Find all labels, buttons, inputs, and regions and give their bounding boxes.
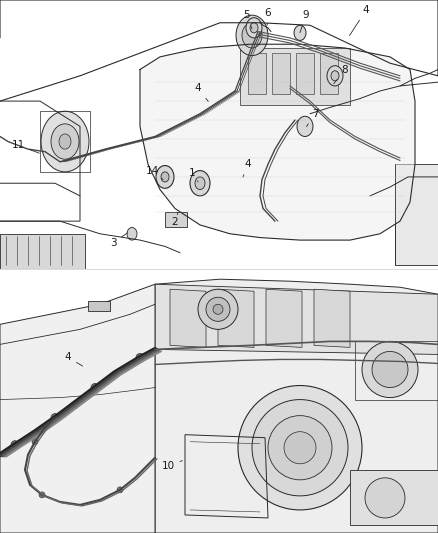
Bar xyxy=(248,53,266,93)
Circle shape xyxy=(268,416,332,480)
Circle shape xyxy=(198,289,238,329)
Bar xyxy=(165,212,187,228)
Bar xyxy=(240,48,350,105)
Circle shape xyxy=(32,439,38,445)
Text: 5: 5 xyxy=(244,10,252,29)
Polygon shape xyxy=(170,289,206,348)
Bar xyxy=(355,342,438,400)
Polygon shape xyxy=(218,289,254,348)
Circle shape xyxy=(331,71,339,81)
Text: 8: 8 xyxy=(334,64,348,84)
Circle shape xyxy=(127,228,137,240)
Bar xyxy=(296,53,314,93)
Circle shape xyxy=(284,432,316,464)
Circle shape xyxy=(39,492,45,498)
Text: 3: 3 xyxy=(110,233,128,248)
Circle shape xyxy=(238,385,362,510)
Text: 6: 6 xyxy=(265,7,271,25)
Circle shape xyxy=(362,342,418,398)
Circle shape xyxy=(11,441,19,449)
Circle shape xyxy=(246,18,262,38)
Circle shape xyxy=(41,111,89,172)
Polygon shape xyxy=(314,289,350,348)
Circle shape xyxy=(250,23,258,33)
Polygon shape xyxy=(266,289,302,348)
Text: 1: 1 xyxy=(189,168,198,182)
Text: 9: 9 xyxy=(300,10,309,33)
Polygon shape xyxy=(155,279,438,533)
Circle shape xyxy=(156,166,174,188)
Bar xyxy=(40,111,90,172)
Circle shape xyxy=(242,23,262,48)
Bar xyxy=(320,53,338,93)
Text: 7: 7 xyxy=(307,109,318,126)
Circle shape xyxy=(117,487,123,493)
Text: 4: 4 xyxy=(194,84,208,101)
Text: 4: 4 xyxy=(350,5,369,36)
Circle shape xyxy=(51,414,59,422)
Polygon shape xyxy=(155,284,438,354)
Bar xyxy=(272,53,290,93)
Circle shape xyxy=(372,351,408,387)
Circle shape xyxy=(365,478,405,518)
Circle shape xyxy=(294,25,306,41)
Bar xyxy=(0,234,85,269)
Text: 2: 2 xyxy=(172,212,178,228)
Circle shape xyxy=(195,177,205,190)
Circle shape xyxy=(136,353,144,361)
Bar xyxy=(395,164,438,265)
Circle shape xyxy=(213,304,223,314)
Circle shape xyxy=(59,134,71,149)
Circle shape xyxy=(252,400,348,496)
Text: 11: 11 xyxy=(11,140,39,153)
Circle shape xyxy=(51,124,79,159)
Polygon shape xyxy=(0,284,155,533)
Bar xyxy=(350,470,438,525)
Circle shape xyxy=(297,116,313,136)
Polygon shape xyxy=(140,44,415,240)
Circle shape xyxy=(161,172,169,182)
Circle shape xyxy=(236,15,268,55)
Text: 14: 14 xyxy=(145,166,163,180)
Circle shape xyxy=(206,297,230,321)
Circle shape xyxy=(327,66,343,86)
Text: 4: 4 xyxy=(65,352,83,366)
Circle shape xyxy=(190,171,210,196)
Text: 4: 4 xyxy=(243,159,251,177)
Circle shape xyxy=(91,384,99,392)
Bar xyxy=(88,301,110,311)
Text: 10: 10 xyxy=(162,461,182,471)
